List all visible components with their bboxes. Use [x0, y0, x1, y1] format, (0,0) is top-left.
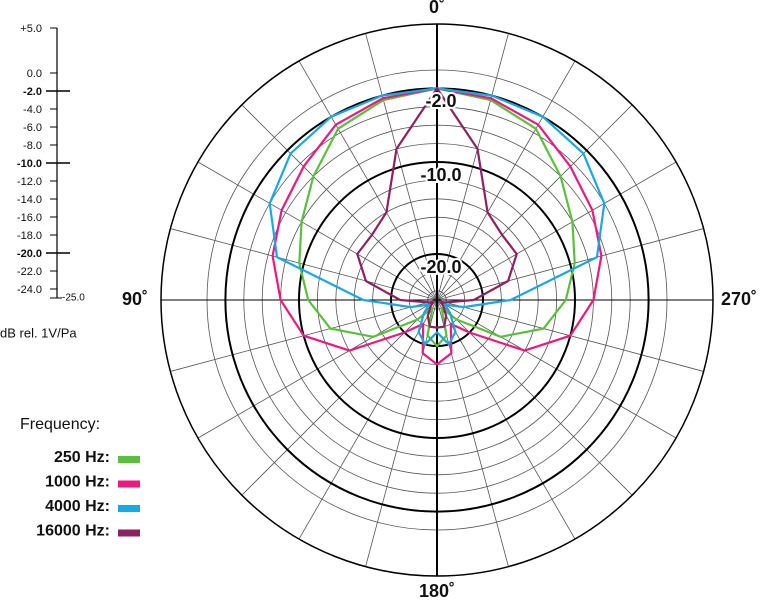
- ring-label: -10.0: [420, 165, 461, 185]
- scale-label: -18.0: [17, 230, 42, 242]
- scale-label: -25.0: [62, 293, 85, 304]
- scale-label: -24.0: [17, 284, 42, 296]
- polar-curve: [271, 87, 603, 366]
- scale-label: 0.0: [27, 68, 42, 80]
- scale-label: -14.0: [17, 194, 42, 206]
- scale-label: +5.0: [20, 23, 42, 35]
- scale-label: -10.0: [17, 158, 42, 170]
- angle-label: 270˚: [721, 289, 757, 309]
- scale-label: -20.0: [17, 248, 42, 260]
- scale-label: -4.0: [23, 104, 42, 116]
- r-axis-label: dB rel. 1V/Pa: [0, 325, 77, 340]
- legend-swatch: [118, 529, 140, 537]
- scale-label: -16.0: [17, 212, 42, 224]
- legend-swatch: [118, 456, 140, 463]
- legend-label: 4000 Hz:: [45, 498, 110, 515]
- polar-curve: [268, 87, 606, 346]
- scale-label: -12.0: [17, 176, 42, 188]
- legend-swatch: [118, 505, 140, 512]
- scale-label: -8.0: [23, 140, 42, 152]
- ring-label: -2.0: [425, 91, 456, 111]
- ring-label: -20.0: [420, 257, 461, 277]
- legend-title: Frequency:: [20, 416, 100, 433]
- scale-label: -6.0: [23, 122, 42, 134]
- scale-label: -22.0: [17, 266, 42, 278]
- angle-label: 90˚: [122, 289, 148, 309]
- scale-label: -2.0: [23, 86, 42, 98]
- legend-swatch: [118, 480, 140, 488]
- polar-curve: [356, 87, 518, 329]
- legend-label: 16000 Hz:: [36, 523, 110, 540]
- angle-label: 0˚: [429, 0, 445, 17]
- polar-curve: [298, 87, 576, 348]
- legend-label: 250 Hz:: [54, 449, 110, 466]
- angle-label: 180˚: [419, 581, 455, 600]
- legend-label: 1000 Hz:: [45, 474, 110, 491]
